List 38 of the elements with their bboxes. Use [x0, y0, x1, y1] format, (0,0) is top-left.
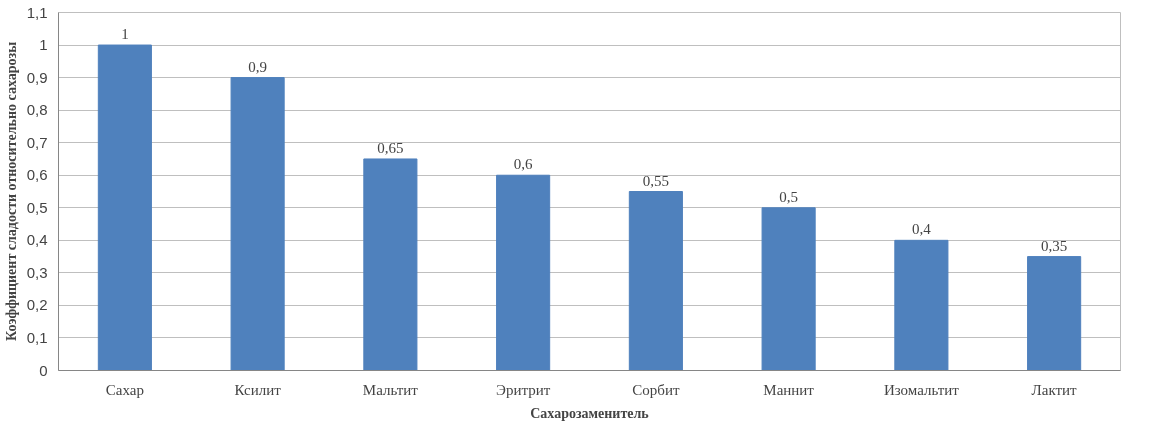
bar — [628, 191, 683, 371]
data-label: 0,55 — [642, 172, 669, 189]
y-tick-label: 0,3 — [26, 263, 48, 281]
bar — [496, 174, 551, 371]
data-label: 0,35 — [1041, 237, 1068, 254]
y-tick-label: 0,9 — [26, 68, 48, 86]
y-tick-label: 0,5 — [26, 198, 48, 216]
y-tick-label: 0,1 — [26, 328, 48, 346]
x-tick-label: Сахар — [105, 381, 144, 398]
y-tick-label: 0,2 — [26, 296, 48, 314]
y-tick-label: 0,4 — [26, 231, 48, 249]
y-tick-label: 1,1 — [26, 3, 48, 21]
y-axis-title: Коэффициент сладости относительно сахарозы — [3, 41, 19, 342]
x-tick-label: Мальтит — [362, 381, 419, 398]
bar — [1027, 256, 1082, 371]
y-tick-label: 0 — [39, 361, 48, 379]
x-tick-label: Маннит — [763, 381, 815, 398]
x-tick-label: Ксилит — [234, 381, 282, 398]
y-tick-label: 1 — [39, 36, 48, 54]
x-tick-label: Эритрит — [496, 381, 551, 398]
data-label: 0,6 — [513, 156, 533, 173]
y-tick-label: 0,6 — [26, 166, 48, 184]
x-axis-title: Сахарозаменитель — [530, 405, 650, 421]
data-label: 0,4 — [912, 221, 932, 238]
data-label: 0,5 — [779, 188, 798, 205]
x-tick-label: Сорбит — [632, 381, 680, 398]
data-label: 0,9 — [248, 58, 267, 75]
x-tick-label: Лактит — [1031, 381, 1078, 398]
bar — [761, 207, 816, 371]
data-label: 0,65 — [377, 139, 404, 156]
bar — [894, 239, 949, 371]
y-tick-label: 0,7 — [26, 133, 48, 151]
data-label: 1 — [121, 26, 129, 43]
bar — [230, 77, 285, 371]
x-tick-label: Изомальтит — [883, 381, 960, 398]
bar — [97, 44, 152, 371]
y-tick-label: 0,8 — [26, 101, 48, 119]
bar — [363, 158, 418, 371]
